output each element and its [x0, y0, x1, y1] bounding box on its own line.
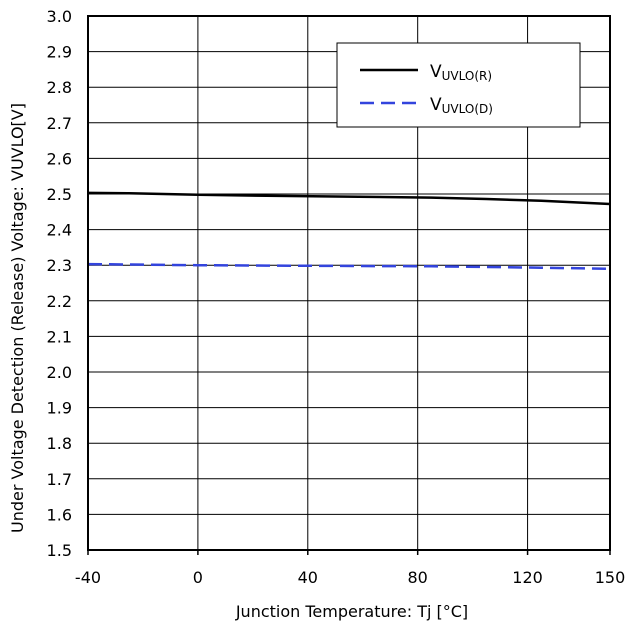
y-axis-title: Under Voltage Detection (Release) Voltag…	[8, 103, 27, 533]
y-tick-label: 3.0	[47, 7, 72, 26]
y-tick-label: 1.9	[47, 399, 72, 418]
legend-label-series-1-main: V	[430, 62, 442, 82]
y-tick-label: 2.7	[47, 114, 72, 133]
series-line-2	[87, 262, 611, 271]
y-tick-label: 2.1	[47, 327, 72, 346]
y-tick-label: 2.6	[47, 149, 72, 168]
plot-frame	[87, 15, 611, 551]
x-tick-label: -40	[75, 568, 101, 587]
x-tick-label: 120	[512, 568, 543, 587]
y-tick-label: 2.3	[47, 256, 72, 275]
x-axis-title: Junction Temperature: Tj [°C]	[235, 602, 468, 621]
y-tick-label: 1.8	[47, 434, 72, 453]
series-layer	[87, 191, 611, 271]
legend-label-series-1-sub: UVLO(R)	[442, 69, 492, 83]
y-tick-label: 1.5	[47, 541, 72, 560]
legend-label-series-1: VUVLO(R)	[430, 62, 492, 83]
legend-label-series-2: VUVLO(D)	[430, 95, 493, 116]
legend-box	[336, 42, 581, 128]
y-tick-label: 2.4	[47, 221, 72, 240]
x-tick-label: 0	[193, 568, 203, 587]
y-tick-label: 2.0	[47, 363, 72, 382]
legend-label-series-2-sub: UVLO(D)	[442, 102, 493, 116]
y-tick-label: 2.2	[47, 292, 72, 311]
x-tick-label: 40	[298, 568, 318, 587]
y-tick-label: 2.5	[47, 185, 72, 204]
legend-label-series-2-main: V	[430, 95, 442, 115]
y-tick-labels: 1.5 1.6 1.7 1.8 1.9 2.0 2.1 2.2 2.3 2.4 2.5 2.6 2.7 2…	[47, 7, 72, 560]
x-tick-labels: -40 0 40 80 120 150	[75, 568, 625, 587]
legend: VUVLO(R) VUVLO(D)	[336, 42, 581, 128]
y-tick-label: 1.6	[47, 505, 72, 524]
y-tick-label: 2.8	[47, 78, 72, 97]
x-tick-label: 150	[595, 568, 626, 587]
series-line-1	[87, 191, 611, 206]
y-tick-label: 1.7	[47, 470, 72, 489]
y-tick-label: 2.9	[47, 43, 72, 62]
x-tick-label: 80	[408, 568, 428, 587]
